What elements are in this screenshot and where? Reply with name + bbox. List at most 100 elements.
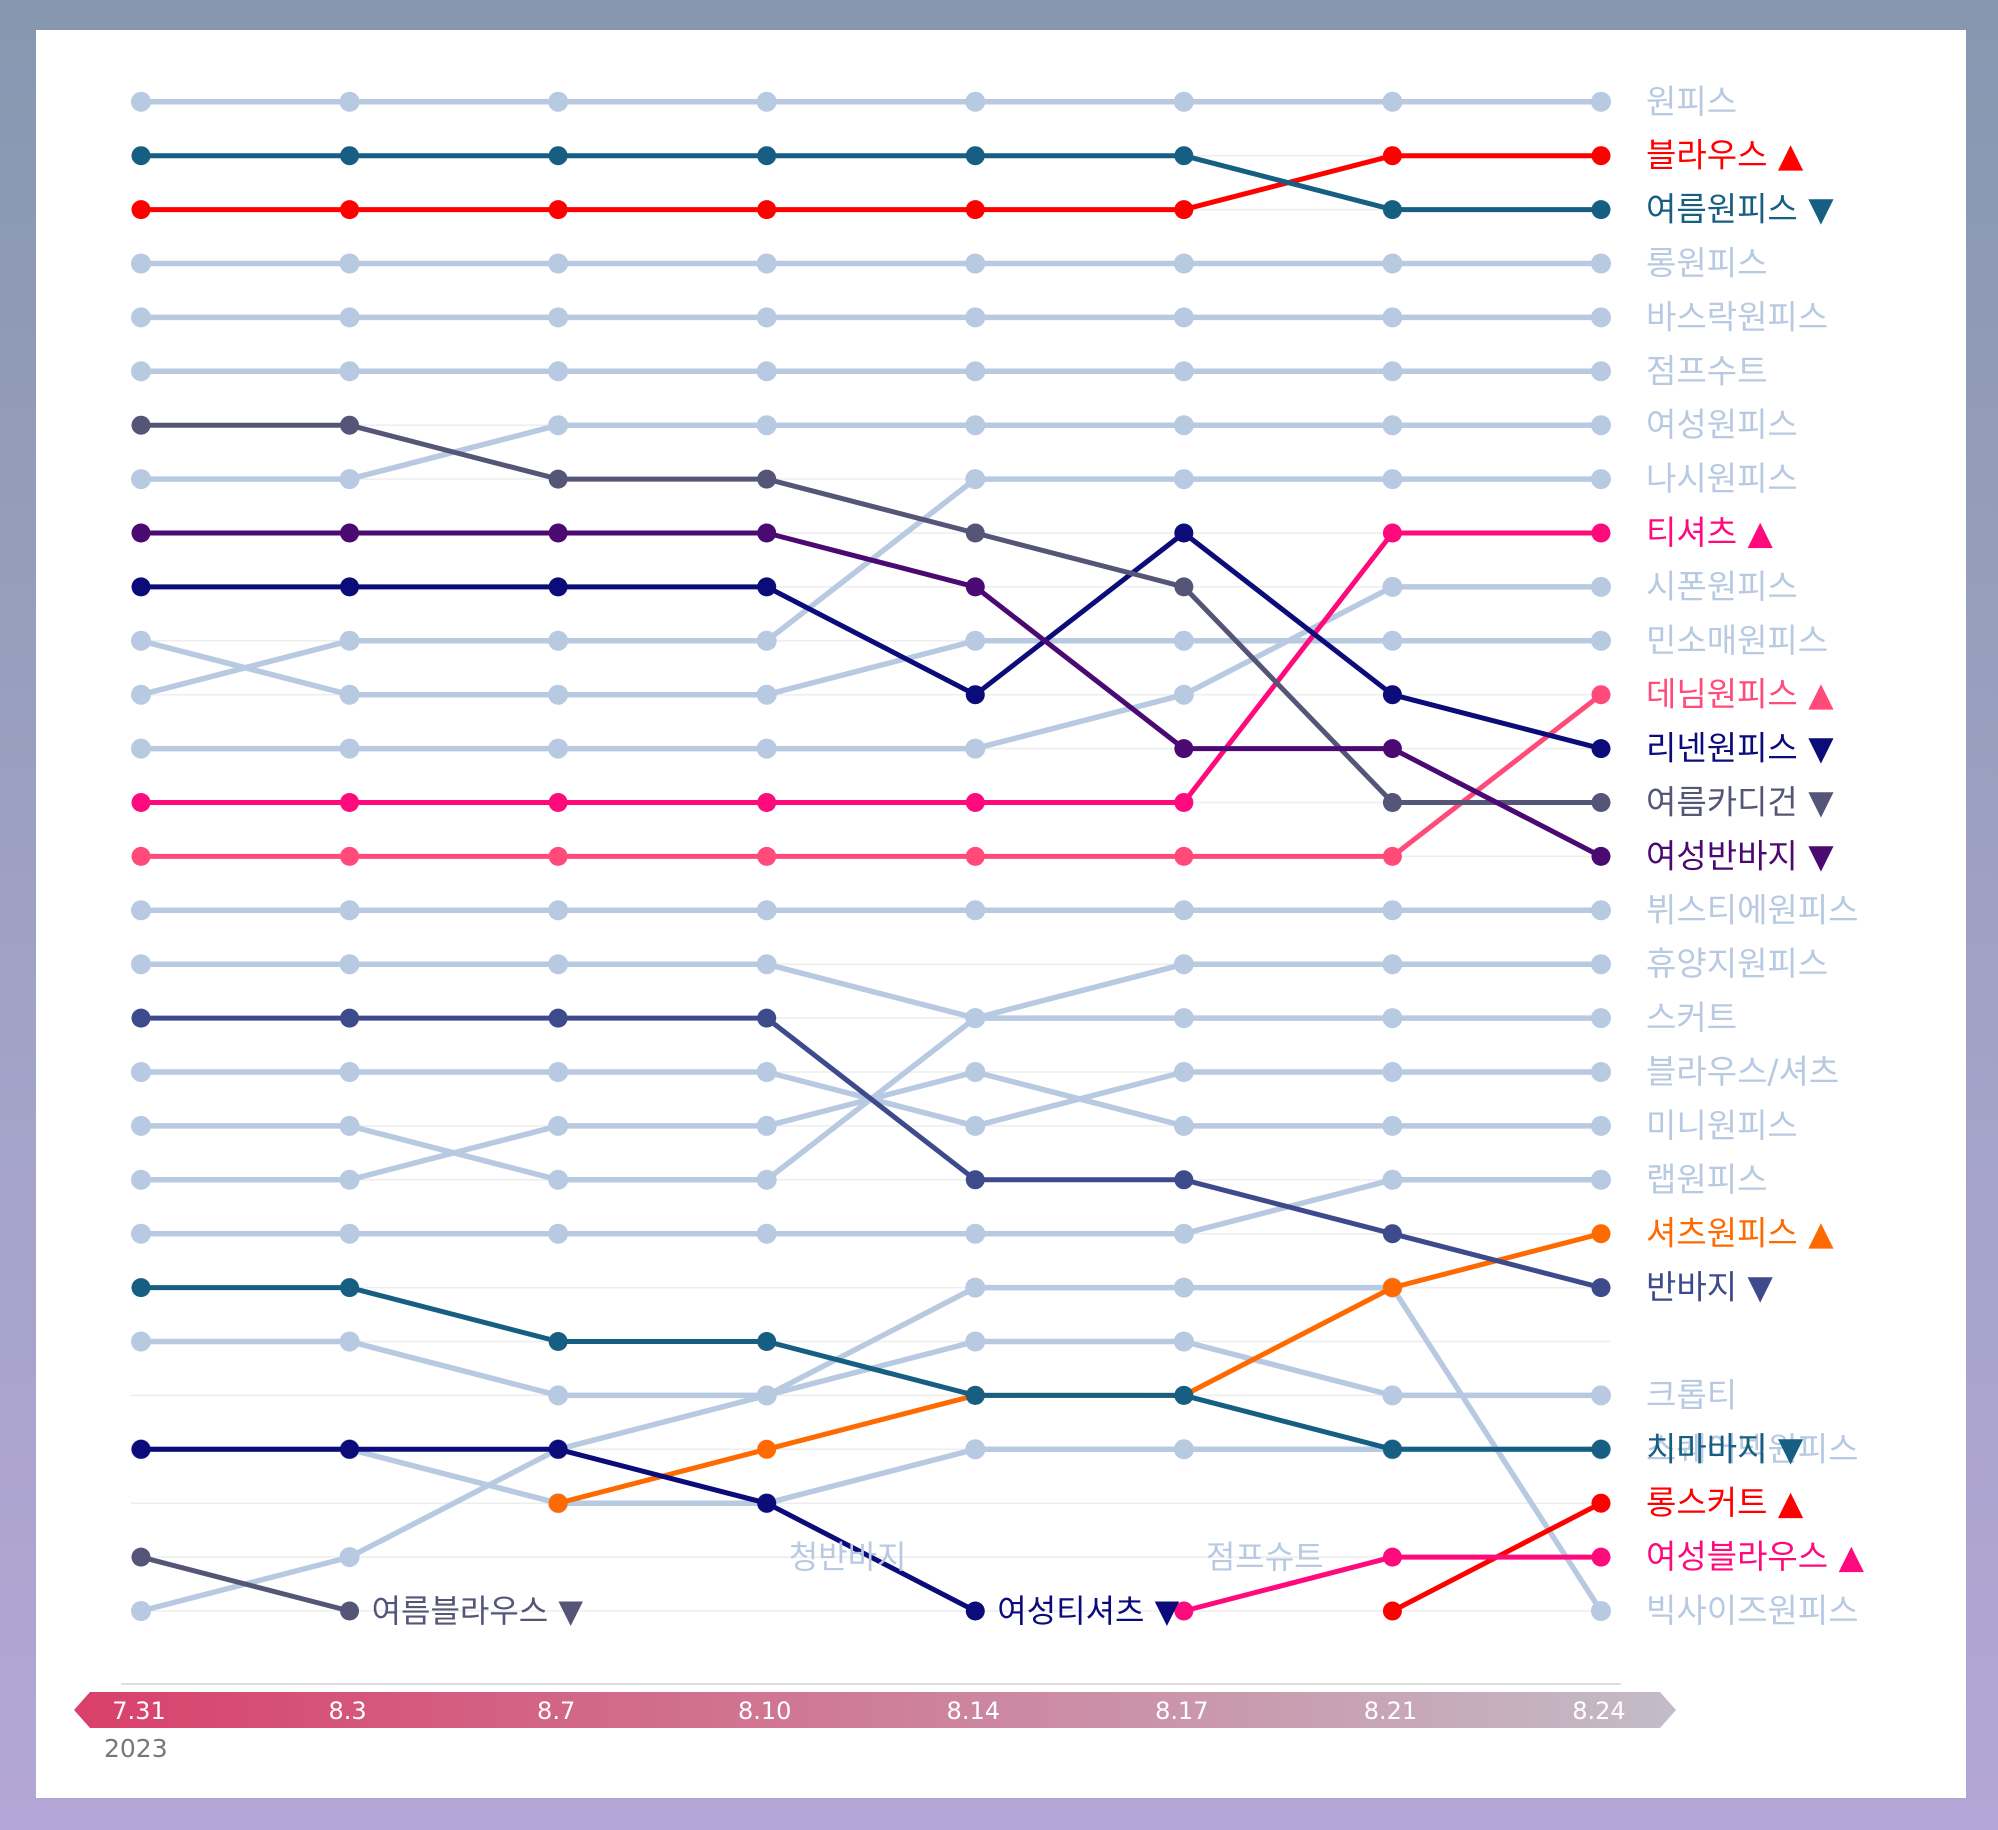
series-segment <box>764 1500 978 1614</box>
data-point <box>131 900 151 921</box>
data-point <box>1173 253 1194 274</box>
data-point <box>548 469 568 489</box>
end-label-6: 시폰원피스 <box>1646 567 1798 606</box>
series-27 <box>131 1008 1611 1298</box>
data-point <box>965 1277 986 1298</box>
series-segment <box>346 1123 561 1183</box>
data-point <box>1591 1224 1611 1244</box>
data-point <box>548 1493 568 1513</box>
data-point <box>339 1223 360 1244</box>
highlight-series <box>131 146 1611 1621</box>
data-point <box>1382 1439 1402 1459</box>
data-point <box>1174 577 1194 597</box>
series-1 <box>131 253 1611 274</box>
series-segment <box>1389 692 1604 859</box>
data-point <box>548 954 569 975</box>
series-segment <box>1181 153 1395 213</box>
data-point <box>757 146 777 166</box>
data-point <box>756 630 777 651</box>
series-12 <box>131 1062 1611 1190</box>
data-point <box>965 630 986 651</box>
end-label-14: 크롭티 <box>1646 1375 1737 1414</box>
inline-label-1: 여성티셔츠 ▼ <box>997 1592 1179 1630</box>
data-point <box>757 577 777 597</box>
data-point <box>340 577 360 597</box>
data-point <box>340 523 360 543</box>
end-label-13: 랩원피스 <box>1646 1160 1767 1199</box>
series-25 <box>131 523 1611 866</box>
data-point <box>756 361 777 382</box>
data-point <box>965 361 986 382</box>
data-point <box>756 1062 777 1082</box>
data-point <box>340 793 360 812</box>
data-point <box>340 846 360 866</box>
data-point <box>1173 361 1194 382</box>
end-label-30: 여성블라우스 ▲ <box>1646 1537 1865 1576</box>
data-point <box>756 307 777 328</box>
data-point <box>965 523 985 543</box>
series-segment <box>1181 1554 1395 1614</box>
data-point <box>131 684 151 705</box>
data-point <box>1590 900 1611 921</box>
data-point <box>339 253 360 274</box>
data-point <box>1590 1008 1611 1029</box>
data-point <box>131 1601 151 1621</box>
data-point <box>339 630 360 651</box>
data-point <box>1591 523 1611 543</box>
data-point <box>339 1331 360 1352</box>
data-point <box>548 1439 568 1459</box>
series-segment <box>972 584 1187 752</box>
data-point <box>965 1170 985 1190</box>
series-segment <box>1181 530 1395 805</box>
data-point <box>1382 523 1402 543</box>
data-point <box>757 1332 777 1351</box>
data-point <box>1173 954 1194 975</box>
series-segment <box>346 1446 561 1560</box>
data-point <box>1173 415 1194 436</box>
data-point <box>965 1331 986 1352</box>
data-point <box>339 1115 360 1136</box>
data-point <box>131 91 151 112</box>
end-label-26: 셔츠원피스 ▲ <box>1646 1214 1834 1253</box>
data-point <box>1173 1115 1194 1136</box>
data-point <box>1382 739 1402 759</box>
data-point <box>131 469 151 490</box>
data-point <box>548 1223 569 1244</box>
tick-label: 8.10 <box>738 1697 791 1725</box>
series-segment <box>1181 584 1395 805</box>
series-segment <box>347 422 561 482</box>
data-point <box>1591 1278 1611 1298</box>
data-point <box>1382 900 1403 921</box>
data-point <box>1174 146 1194 166</box>
data-point <box>548 1008 568 1028</box>
data-point <box>548 630 569 651</box>
data-point <box>1590 91 1611 112</box>
data-point <box>131 1008 151 1028</box>
data-point <box>131 146 151 166</box>
series-segment <box>1389 1231 1604 1291</box>
data-point <box>131 1278 151 1298</box>
data-point <box>1591 1547 1611 1567</box>
data-point <box>548 793 568 812</box>
data-point <box>965 685 985 705</box>
data-point <box>131 793 151 812</box>
data-point <box>965 577 985 597</box>
end-label-1: 롱원피스 <box>1646 244 1767 283</box>
data-point <box>1590 1062 1611 1082</box>
data-point <box>1591 1439 1611 1459</box>
tick-label: 7.31 <box>112 1697 165 1725</box>
data-point <box>965 846 985 866</box>
data-point <box>548 200 568 220</box>
data-point <box>1382 469 1403 490</box>
data-point <box>1174 1170 1194 1190</box>
data-point <box>131 1062 151 1082</box>
series-segment <box>763 638 979 698</box>
data-point <box>1382 146 1402 166</box>
end-label-7: 민소매원피스 <box>1646 621 1828 660</box>
data-point <box>1382 1008 1403 1029</box>
end-label-21: 티셔츠 ▲ <box>1646 513 1774 552</box>
data-point <box>965 1223 986 1244</box>
series-26 <box>548 1224 1611 1513</box>
series-28 <box>131 1278 1611 1459</box>
data-point <box>1591 685 1611 705</box>
